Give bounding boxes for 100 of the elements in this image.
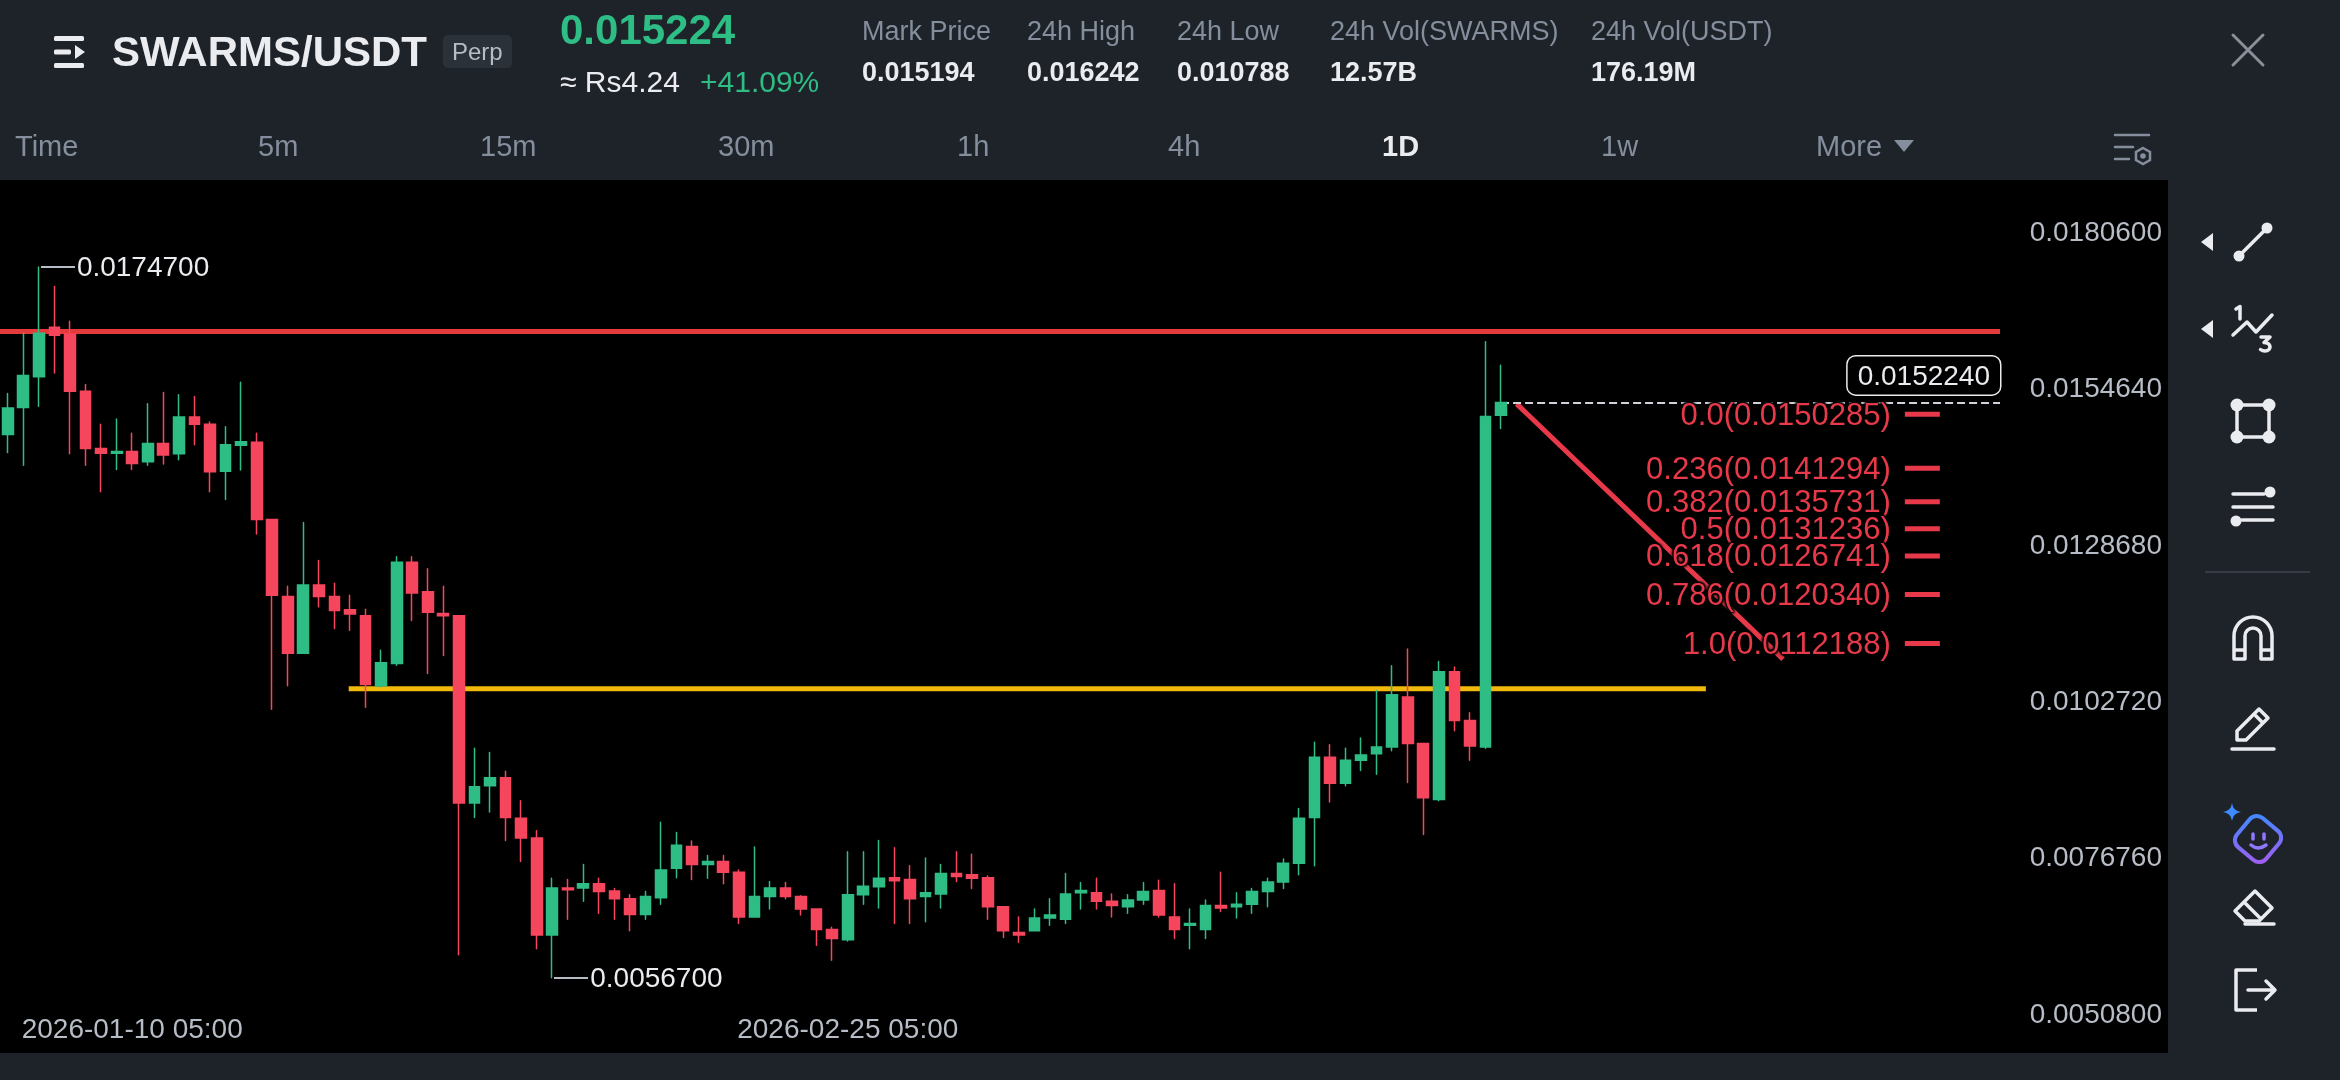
- candlestick: [1432, 660, 1446, 802]
- candlestick: [1385, 665, 1399, 752]
- candlestick: [219, 425, 232, 501]
- candlestick: [561, 878, 575, 921]
- candlestick: [16, 332, 30, 466]
- candlestick: [530, 830, 544, 950]
- candlestick: [312, 559, 326, 608]
- candlestick: [779, 881, 792, 900]
- candlestick: [141, 403, 155, 466]
- text: 0.015224: [560, 5, 736, 55]
- ref-line-label: 0.0152240: [1857, 359, 1990, 391]
- candlestick: [654, 821, 668, 906]
- text: 24h Vol(USDT): [1591, 15, 1773, 47]
- candlestick: [950, 851, 963, 883]
- candlestick: [1401, 648, 1415, 784]
- y-tick-label: 0.0128680: [2029, 528, 2162, 560]
- candlestick: [748, 846, 761, 918]
- candlestick: [172, 394, 186, 461]
- x-tick-label: 2026-01-10 05:00: [21, 1012, 243, 1044]
- y-tick-label: 0.0102720: [2029, 685, 2162, 717]
- text: 0.010788: [1177, 56, 1290, 88]
- candlestick: [421, 568, 435, 675]
- candlestick: [436, 585, 450, 657]
- candlestick: [405, 556, 419, 622]
- candlestick: [1028, 908, 1041, 932]
- candlestick: [841, 851, 855, 942]
- text: 24h Low: [1177, 15, 1280, 47]
- y-tick-label: 0.0180600: [2029, 216, 2162, 248]
- candlestick: [452, 615, 466, 956]
- candlestick: [1339, 747, 1352, 787]
- candlestick: [343, 594, 357, 631]
- candlestick: [608, 887, 621, 921]
- candlestick: [965, 853, 979, 890]
- candlestick: [390, 556, 404, 666]
- annotation: 0.236(0.0141294): [1646, 449, 1891, 487]
- text: Time: [15, 128, 79, 164]
- annotation: 0.0(0.0150285): [1680, 395, 1891, 433]
- text: More: [1816, 128, 1883, 164]
- text: 24h Vol(SWARMS): [1330, 15, 1559, 47]
- candlestick: [670, 831, 683, 879]
- candlestick: [499, 770, 512, 842]
- candlestick: [716, 854, 730, 885]
- candlestick: [483, 751, 497, 813]
- text: 15m: [480, 128, 537, 164]
- candlestick: [374, 649, 388, 688]
- candlestick: [250, 432, 264, 535]
- candlestick: [1090, 877, 1103, 910]
- candlestick: [1354, 737, 1368, 772]
- candlestick: [639, 890, 652, 921]
- chart-title: SWARMS/USDT: [112, 27, 427, 77]
- candlestick: [1152, 879, 1166, 918]
- text: 5m: [258, 128, 299, 164]
- text: 12.57B: [1330, 56, 1418, 88]
- candlestick: [1276, 858, 1290, 890]
- candlestick: [1183, 908, 1197, 950]
- candlestick: [125, 432, 139, 471]
- candlestick: [1059, 872, 1072, 925]
- y-tick-label: 0.0154640: [2029, 372, 2162, 404]
- candlestick: [888, 846, 901, 925]
- candlestick: [872, 839, 886, 909]
- candlestick: [856, 851, 870, 906]
- candlestick: [94, 423, 108, 493]
- candlestick: [1230, 892, 1243, 919]
- text: +41.09%: [700, 64, 820, 100]
- candlestick: [1136, 881, 1150, 906]
- candlestick: [234, 381, 248, 471]
- candlestick: [981, 875, 995, 921]
- candlestick: [592, 877, 606, 915]
- candlestick: [794, 895, 808, 916]
- candlestick: [514, 799, 528, 863]
- candlestick: [1448, 666, 1461, 732]
- candlestick: [763, 880, 777, 910]
- candlestick: [1012, 916, 1026, 943]
- candlestick: [1214, 871, 1228, 913]
- candlestick: [1261, 877, 1275, 908]
- candlestick: [701, 854, 715, 880]
- candlestick: [110, 418, 124, 471]
- candlestick: [265, 518, 279, 710]
- candlestick: [1416, 742, 1430, 836]
- x-tick-label: 2026-02-25 05:00: [737, 1012, 959, 1044]
- candlestick: [203, 421, 217, 493]
- candlestick: [1494, 364, 1508, 430]
- text: 30m: [718, 128, 775, 164]
- candlestick: [919, 857, 932, 923]
- candlestick: [328, 582, 341, 630]
- candlestick: [1121, 893, 1135, 915]
- candlestick: [48, 285, 61, 374]
- candlestick: [1105, 893, 1119, 918]
- candlestick: [188, 395, 201, 446]
- candlestick: [1074, 881, 1088, 910]
- candlestick: [810, 908, 823, 946]
- text: 1D: [1382, 128, 1420, 164]
- candlestick: [281, 585, 295, 687]
- candlestick: [903, 864, 917, 925]
- annotation: 0.0174700: [76, 250, 210, 285]
- annotation: 0.0056700: [590, 960, 723, 995]
- candlestick: [1, 392, 15, 454]
- candlestick: [1292, 807, 1306, 876]
- candlestick: [79, 383, 92, 466]
- text: 1h: [957, 128, 990, 164]
